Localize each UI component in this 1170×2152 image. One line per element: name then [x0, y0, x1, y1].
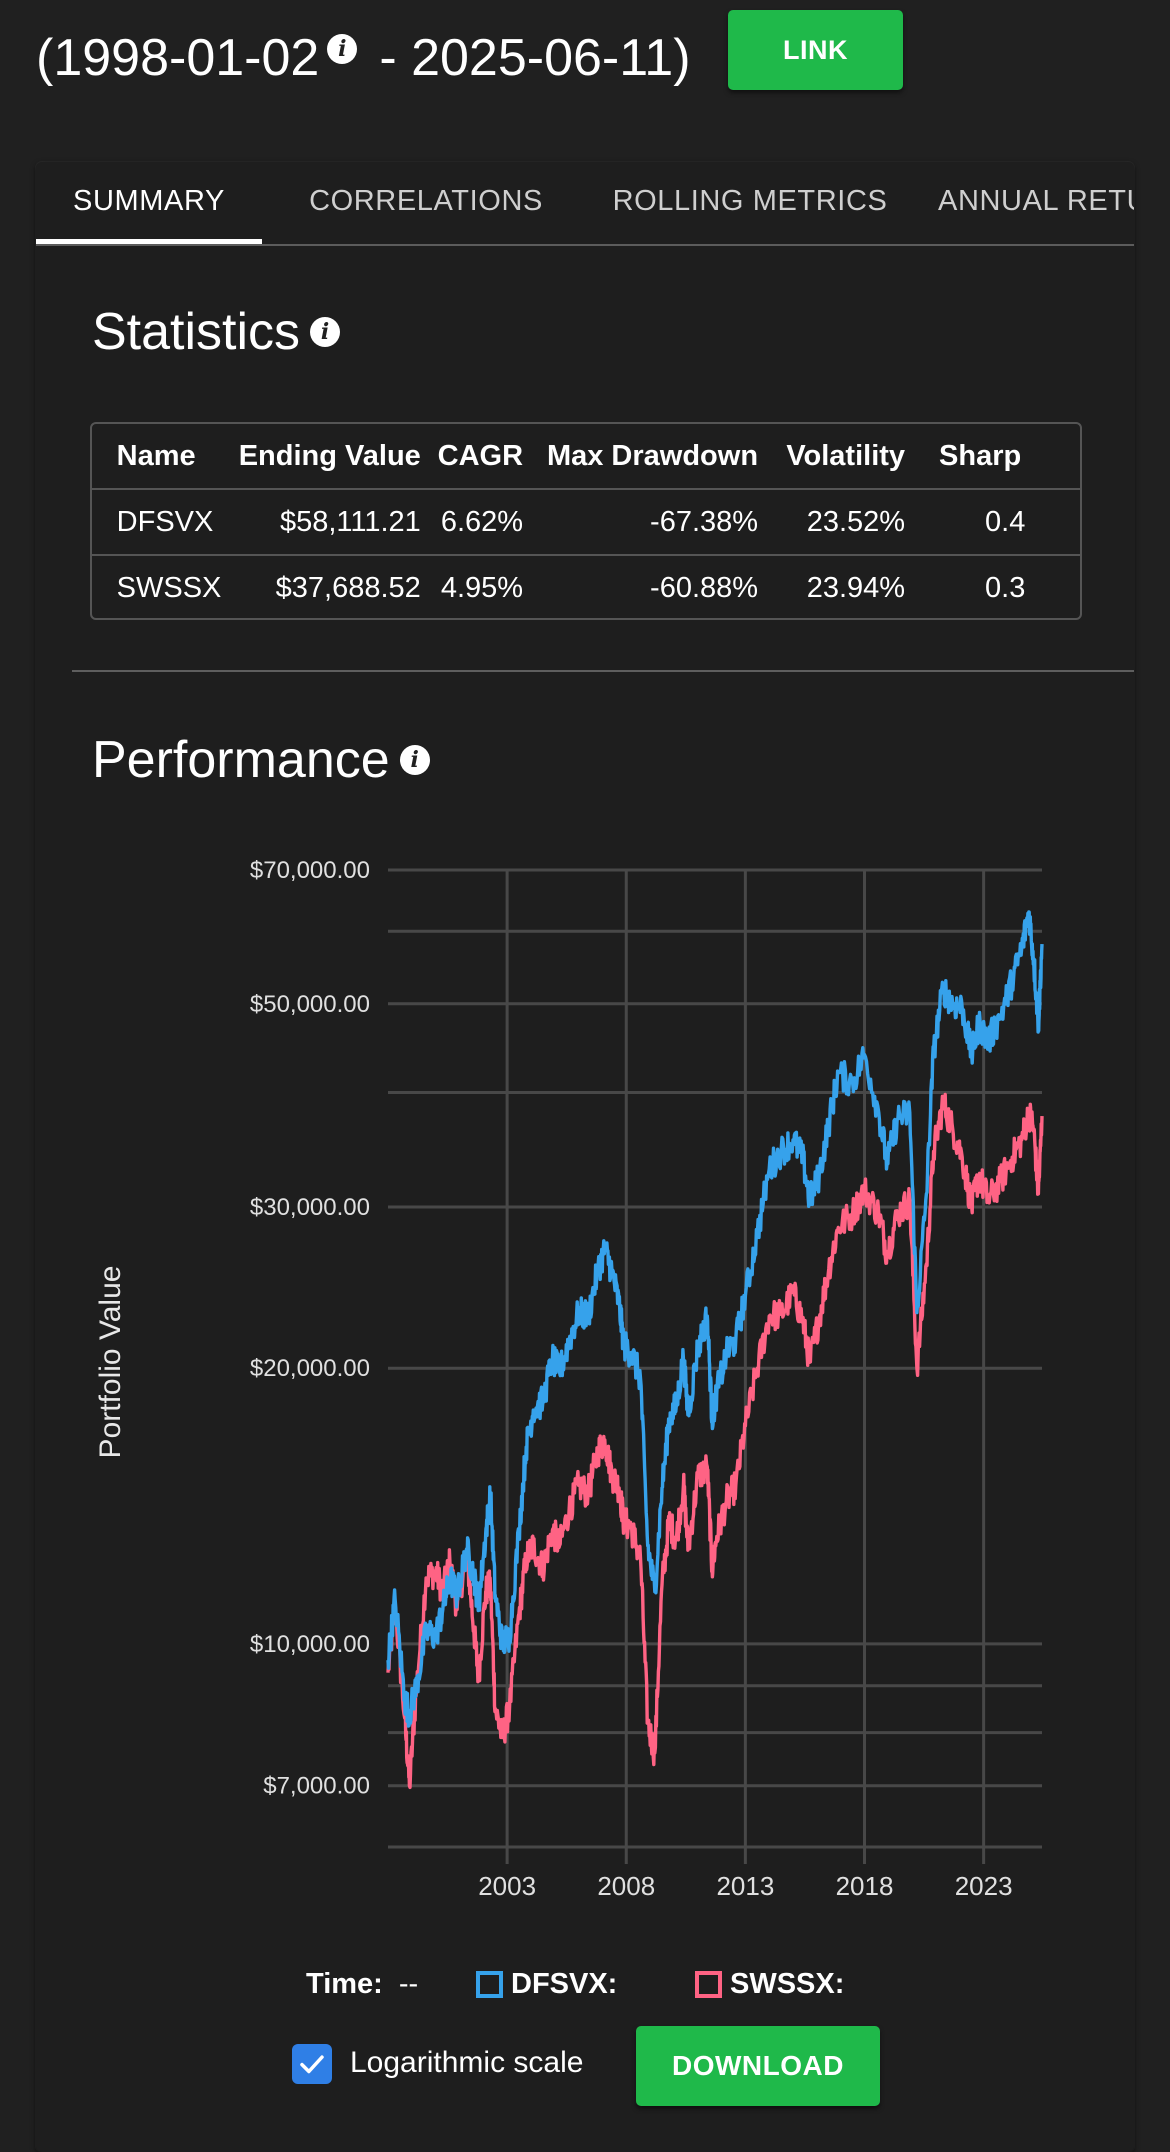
y-tick-label: $7,000.00 [263, 1773, 370, 1800]
legend-swatch-swssx [695, 1971, 722, 1998]
table-cell: 4.95% [420, 554, 524, 618]
table-cell: DFSVX [116, 488, 239, 555]
tab-summary[interactable]: SUMMARY [73, 185, 225, 217]
column-header[interactable]: Volatility [786, 439, 906, 472]
legend-label-dfsvx: DFSVX: [511, 1968, 618, 2000]
performance-title: Performance [92, 731, 390, 789]
series-line-swssx[interactable] [386, 1092, 1044, 1790]
download-button[interactable]: DOWNLOAD [636, 2026, 880, 2106]
y-tick-label: $30,000.00 [250, 1194, 370, 1221]
header: (1998-01-02 i - 2025-06-11) LINK [36, 8, 1136, 98]
statistics-info-icon[interactable]: i [310, 317, 341, 347]
performance-info-icon[interactable]: i [399, 745, 430, 775]
table-cell: $58,111.21 [238, 488, 421, 555]
legend-time-label: Time: [306, 1968, 383, 2000]
y-tick-label: $20,000.00 [250, 1355, 370, 1382]
table-cell: 23.94% [758, 554, 906, 618]
table-cell: 6.62% [420, 488, 524, 555]
table-cell: 0.3 [905, 554, 1080, 618]
legend-item-swssx[interactable]: SWSSX: [695, 1968, 844, 2001]
column-header[interactable]: Max Drawdown [546, 439, 759, 472]
check-icon [300, 2055, 324, 2074]
statistics-table: Name Ending Value CAGR Max Drawdown Vola… [90, 422, 1082, 620]
table-row: SWSSX $37,688.52 4.95% -60.88% 23.94% 0.… [92, 554, 1080, 618]
series-line-dfsvx[interactable] [386, 910, 1044, 1728]
column-header[interactable]: Ending Value [238, 439, 421, 472]
legend-swatch-dfsvx [476, 1971, 503, 1998]
tab-correlations[interactable]: CORRELATIONS [309, 185, 543, 217]
log-scale-checkbox[interactable] [292, 2044, 332, 2084]
legend-time-value: -- [398, 1968, 419, 2000]
table-cell: 23.52% [758, 488, 906, 555]
x-tick-label: 2018 [836, 1871, 894, 1901]
tab-bar: SUMMARY CORRELATIONS ROLLING METRICS ANN… [36, 162, 1134, 246]
link-button[interactable]: LINK [728, 10, 903, 90]
date-start: (1998-01-02 [36, 29, 320, 87]
legend-label-swssx: SWSSX: [730, 1968, 845, 2000]
y-tick-label: $70,000.00 [250, 857, 370, 884]
table-cell: -67.38% [523, 488, 759, 555]
legend-time: Time: -- [306, 1968, 418, 2001]
x-tick-label: 2008 [597, 1871, 655, 1901]
y-tick-label: $10,000.00 [250, 1631, 370, 1658]
chart-legend: Time: -- DFSVX: SWSSX: [36, 1968, 1134, 2018]
statistics-heading: Statistics i [92, 302, 341, 362]
performance-heading: Performance i [92, 730, 430, 790]
x-tick-label: 2003 [478, 1871, 536, 1901]
statistics-title: Statistics [92, 303, 301, 361]
date-info-icon[interactable]: i [327, 34, 358, 64]
active-tab-indicator [36, 239, 262, 244]
chart-controls: Logarithmic scale DOWNLOAD [36, 2022, 1134, 2106]
tab-rolling-metrics[interactable]: ROLLING METRICS [612, 185, 888, 217]
column-header[interactable]: Name [116, 439, 196, 472]
x-tick-label: 2013 [716, 1871, 774, 1901]
performance-chart[interactable]: $7,000.00 $10,000.00 $20,000.00 $30,000.00 $… [36, 162, 1134, 1962]
table-cell: -60.88% [523, 554, 759, 618]
table-cell: $37,688.52 [238, 554, 421, 618]
log-scale-label[interactable]: Logarithmic scale [350, 2046, 584, 2079]
y-axis-label: Portfolio Value [94, 1266, 127, 1459]
table-header-row: Name Ending Value CAGR Max Drawdown Vola… [92, 424, 1080, 489]
column-header[interactable]: Sharp [939, 439, 1022, 472]
column-header[interactable]: CAGR [437, 439, 524, 472]
x-tick-label: 2023 [955, 1871, 1013, 1901]
table-cell: 0.4 [905, 488, 1080, 555]
y-tick-label: $50,000.00 [250, 991, 370, 1018]
table-cell: SWSSX [116, 554, 239, 618]
table-row: DFSVX $58,111.21 6.62% -67.38% 23.52% 0.… [92, 488, 1080, 555]
legend-item-dfsvx[interactable]: DFSVX: [476, 1968, 617, 2001]
tab-annual-returns[interactable]: ANNUAL RETU [938, 185, 1134, 217]
date-range: (1998-01-02 i - 2025-06-11) [36, 18, 691, 98]
date-end: - 2025-06-11) [379, 29, 691, 87]
results-card: SUMMARY CORRELATIONS ROLLING METRICS ANN… [36, 162, 1134, 2152]
section-divider [72, 670, 1134, 672]
